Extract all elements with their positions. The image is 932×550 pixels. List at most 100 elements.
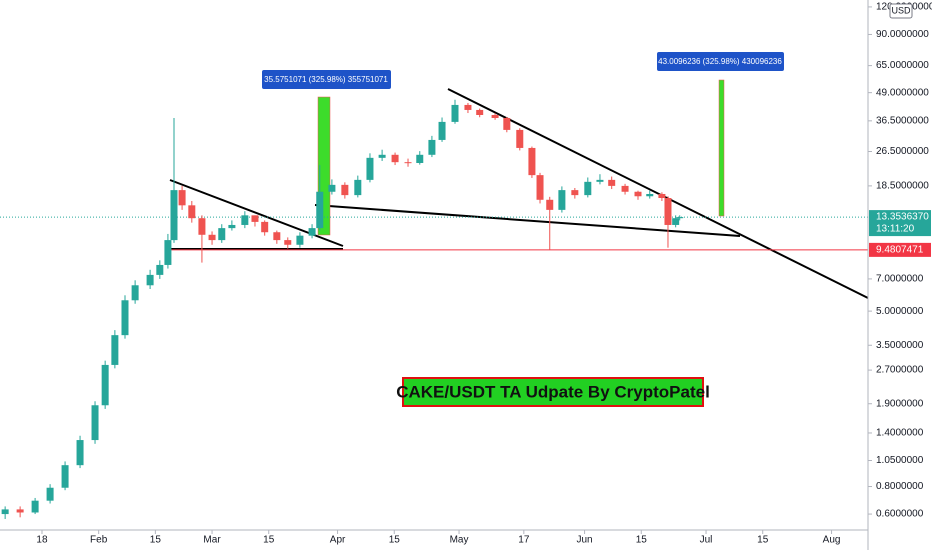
y-tick-label: 0.6000000: [876, 509, 924, 520]
candle-body: [101, 364, 109, 406]
candle-body: [491, 114, 499, 119]
x-tick-label: Apr: [330, 535, 346, 546]
candle-body: [16, 509, 24, 513]
candle-body: [273, 232, 281, 241]
candle-body: [503, 118, 511, 130]
candle-body: [546, 199, 554, 210]
countdown: 13:11:20: [876, 224, 915, 235]
candle-body: [464, 104, 472, 110]
y-tick-label: 65.0000000: [876, 60, 929, 71]
candle-body: [188, 205, 196, 219]
y-tick-label: 36.5000000: [876, 115, 929, 126]
candle-body: [76, 440, 84, 466]
candle-body: [61, 465, 69, 488]
candle-body: [404, 162, 412, 164]
candle-body: [164, 240, 172, 265]
y-tick-label: 3.5000000: [876, 340, 924, 351]
candle-body: [111, 335, 119, 365]
y-tick-label: 2.7000000: [876, 365, 924, 376]
candle-body: [451, 104, 459, 122]
candle-body: [558, 190, 566, 210]
x-tick-label: 15: [757, 535, 769, 546]
candle-body: [571, 190, 579, 196]
candle-body: [584, 181, 592, 196]
y-tick-label: 7.0000000: [876, 274, 924, 285]
x-tick-label: Feb: [90, 535, 108, 546]
annotation: 43.0096236 (325.98%) 430096236: [658, 57, 782, 66]
candle-body: [146, 274, 154, 286]
x-tick-label: Mar: [203, 535, 221, 546]
candle-body: [438, 121, 446, 140]
candle-body: [676, 217, 684, 219]
price-label: 13.3536370: [876, 212, 929, 223]
candle-body: [228, 224, 236, 229]
candle-body: [621, 185, 629, 192]
y-tick-label: 1.0500000: [876, 455, 924, 466]
candle-body: [261, 221, 269, 233]
candle-body: [46, 487, 54, 501]
currency-badge: [889, 3, 913, 19]
y-tick-label: 1.9000000: [876, 398, 924, 409]
x-tick-label: 15: [636, 535, 648, 546]
candle-body: [218, 228, 226, 241]
candle-body: [596, 179, 604, 182]
x-tick-label: 15: [263, 535, 275, 546]
candle-body: [378, 154, 386, 158]
y-tick-label: 1.4000000: [876, 428, 924, 439]
y-tick-label: 5.0000000: [876, 306, 924, 317]
annotation-box: [657, 52, 784, 71]
annotation: 35.5751071 (325.98%) 355751071: [264, 75, 388, 84]
candle-body: [1, 509, 9, 515]
candle-body: [476, 109, 484, 115]
candle-body: [316, 191, 324, 229]
candle-body: [91, 405, 99, 441]
x-tick-label: 18: [36, 535, 48, 546]
candle-body: [516, 129, 524, 148]
candle-body: [341, 184, 349, 196]
level-label-box: [869, 242, 931, 257]
price-axis: [868, 0, 932, 550]
x-tick-label: 15: [389, 535, 401, 546]
chart-title: CAKE/USDT TA Udpate By CryptoPatel: [396, 382, 710, 401]
candle-body: [658, 193, 666, 199]
candle-body: [328, 184, 336, 192]
x-tick-label: 15: [150, 535, 162, 546]
x-tick-label: Aug: [823, 535, 841, 546]
candle-body: [178, 190, 186, 206]
candle-body: [121, 300, 129, 336]
y-tick-label: 26.5000000: [876, 146, 929, 157]
candle-body: [391, 154, 399, 163]
x-tick-label: Jun: [577, 535, 593, 546]
y-tick-label: 0.8000000: [876, 481, 924, 492]
x-tick-label: May: [450, 535, 469, 546]
candle-body: [208, 234, 216, 241]
x-tick-label: 17: [518, 535, 530, 546]
candle-body: [664, 198, 672, 225]
candles: [1, 99, 684, 519]
candle-body: [366, 157, 374, 180]
price-label-box: [869, 210, 931, 237]
candle-body: [31, 500, 39, 513]
title-box: [402, 377, 704, 407]
candle-body: [170, 190, 178, 241]
candle-body: [198, 218, 206, 235]
candle-body: [528, 147, 536, 176]
candle-body: [131, 285, 139, 301]
candle-body: [296, 235, 304, 245]
currency: USD: [891, 5, 911, 15]
candle-body: [536, 175, 544, 200]
candle-body: [251, 215, 259, 222]
candle-body: [646, 193, 654, 197]
y-tick-label: 18.5000000: [876, 181, 929, 192]
candle-body: [284, 240, 292, 245]
y-tick-label: 49.0000000: [876, 87, 929, 98]
annotation-box: [262, 70, 391, 89]
candle-body: [308, 228, 316, 236]
target-bar: [718, 79, 725, 217]
candle-body: [428, 139, 436, 155]
candle-body: [354, 179, 362, 196]
x-tick-label: Jul: [700, 535, 713, 546]
candle-body: [672, 218, 680, 225]
candle-body: [608, 179, 616, 186]
